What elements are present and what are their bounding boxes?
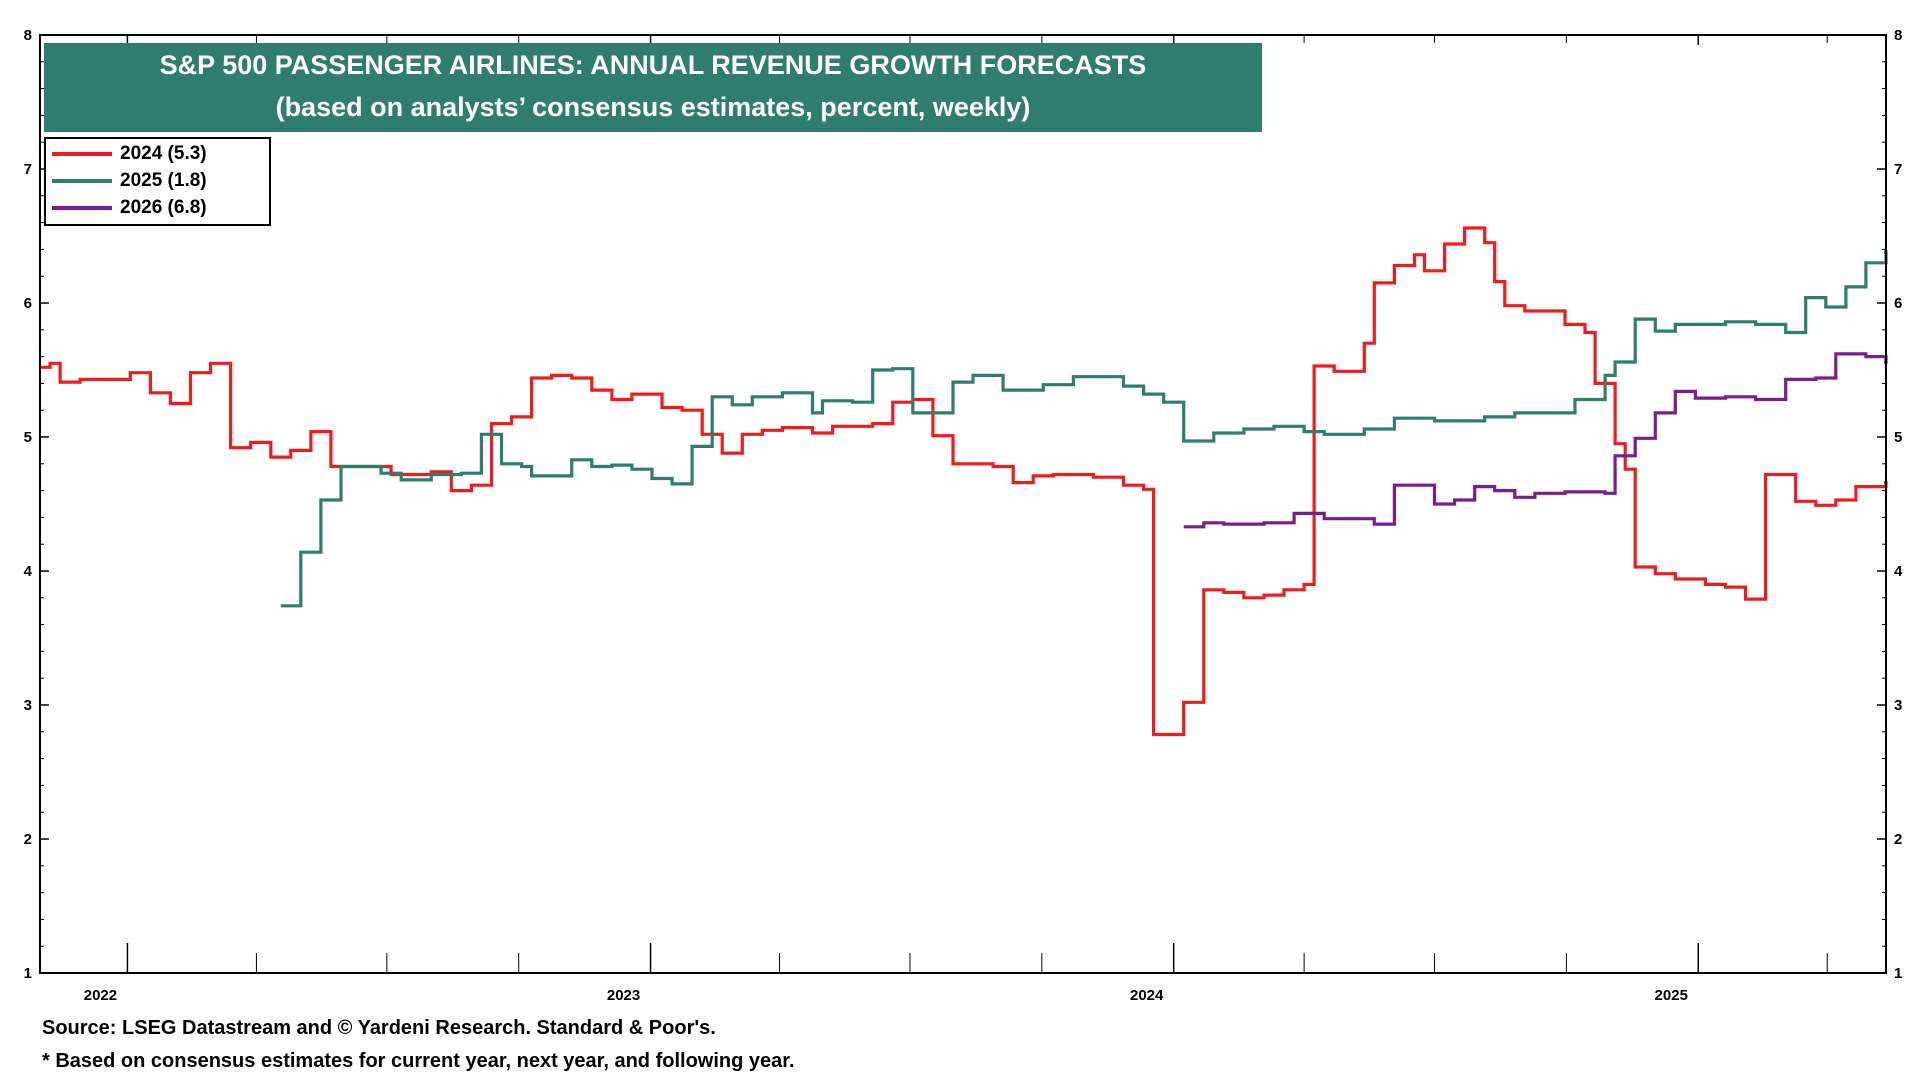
y-tick-label-left: 5 — [24, 429, 32, 446]
y-tick-label-right: 5 — [1894, 429, 1902, 446]
chart-title-box: S&P 500 PASSENGER AIRLINES: ANNUAL REVEN… — [44, 43, 1262, 132]
series-line-2026 — [1183, 352, 1888, 529]
legend-item-2024: 2024 (5.3) — [52, 141, 207, 167]
series-lines — [40, 226, 1888, 737]
x-tick-label: 2022 — [84, 987, 117, 1004]
plot-frame — [39, 34, 1887, 974]
chart-subtitle: (based on analysts’ consensus estimates,… — [275, 92, 1031, 122]
y-tick-label-right: 1 — [1894, 965, 1902, 982]
series-line-2025 — [280, 250, 1888, 608]
y-tick-label-right: 2 — [1894, 831, 1902, 848]
y-tick-label-left: 8 — [24, 27, 32, 44]
legend-item-2026: 2026 (6.8) — [52, 195, 207, 221]
y-tick-label-left: 2 — [24, 831, 32, 848]
legend: 2024 (5.3) 2025 (1.8) 2026 (6.8) — [44, 137, 271, 226]
y-tick-label-right: 7 — [1894, 161, 1902, 178]
y-tick-label-left: 7 — [24, 161, 32, 178]
series-line-2024 — [40, 226, 1888, 737]
y-tick-label-right: 6 — [1894, 295, 1902, 312]
source-note: Source: LSEG Datastream and © Yardeni Re… — [42, 1017, 716, 1039]
axis-ticks: 1 1 2 2 3 3 4 4 5 5 6 6 7 7 8 8 2022 2023 2024 2025 — [24, 27, 1903, 1004]
y-tick-label-right: 3 — [1894, 697, 1902, 714]
y-tick-label-right: 8 — [1894, 27, 1902, 44]
y-tick-label-right: 4 — [1894, 563, 1903, 580]
legend-item-2025: 2025 (1.8) — [52, 168, 207, 194]
y-tick-label-left: 1 — [24, 965, 32, 982]
x-tick-label: 2023 — [607, 987, 640, 1004]
legend-label-2026: 2026 (6.8) — [120, 197, 207, 218]
chart-title: S&P 500 PASSENGER AIRLINES: ANNUAL REVEN… — [159, 50, 1147, 80]
y-tick-label-left: 6 — [24, 295, 32, 312]
legend-swatch-2024 — [52, 152, 112, 156]
y-tick-label-left: 4 — [24, 563, 33, 580]
y-tick-label-left: 3 — [24, 697, 32, 714]
x-tick-label: 2024 — [1130, 987, 1164, 1004]
legend-label-2024: 2024 (5.3) — [120, 143, 207, 164]
legend-swatch-2025 — [52, 179, 112, 183]
x-tick-label: 2025 — [1655, 987, 1688, 1004]
footnote: * Based on consensus estimates for curre… — [42, 1050, 795, 1072]
legend-label-2025: 2025 (1.8) — [120, 170, 207, 191]
legend-swatch-2026 — [52, 206, 112, 210]
